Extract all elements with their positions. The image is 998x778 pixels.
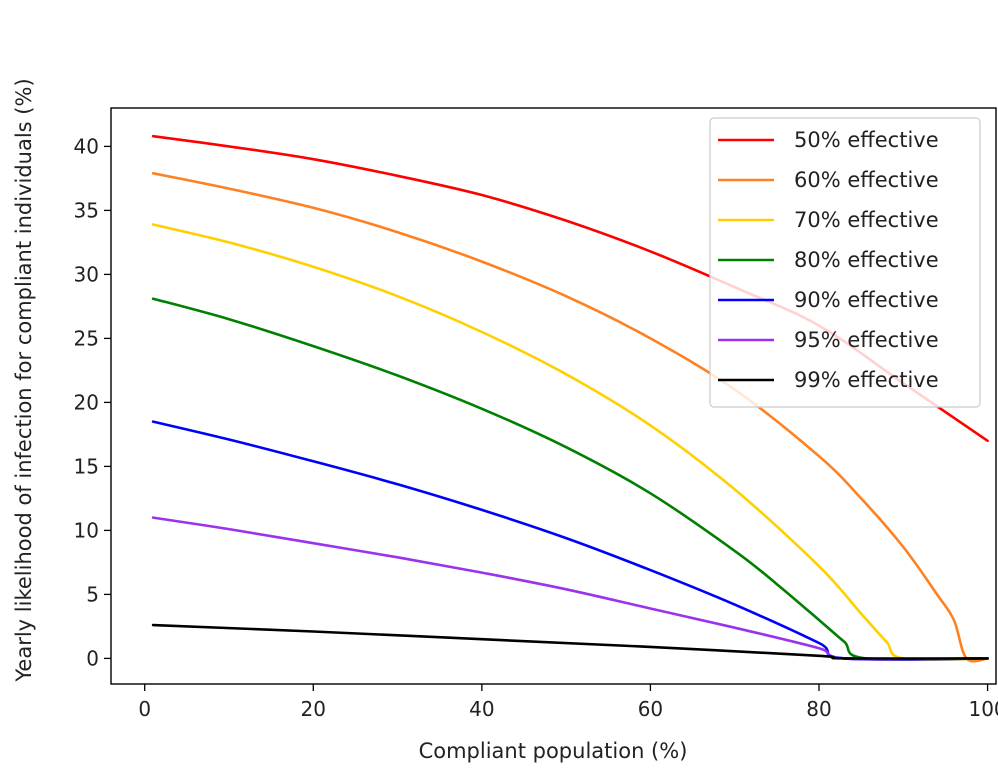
x-tick-label: 80 <box>806 697 831 721</box>
series-line-2 <box>151 172 989 663</box>
legend-label-6: 95% effective <box>794 328 939 352</box>
legend-label-5: 90% effective <box>794 288 939 312</box>
legend: 50% effective 60% effective 70% effective 8… <box>709 117 981 408</box>
legend-label-4: 80% effective <box>794 248 939 272</box>
x-tick-label: 60 <box>638 697 663 721</box>
legend-label-3: 70% effective <box>794 208 939 232</box>
x-tick-label: 0 <box>138 697 151 721</box>
y-tick-label: 40 <box>74 134 99 158</box>
series-line-4 <box>151 297 989 661</box>
y-tick-label: 15 <box>74 454 99 478</box>
series-line-6 <box>151 516 989 661</box>
x-tick-label: 20 <box>301 697 326 721</box>
series-line-5 <box>151 420 989 661</box>
y-tick-label: 5 <box>86 582 99 606</box>
x-axis-ticks: 0 20 40 60 80 100 <box>138 684 998 721</box>
chart-series-group <box>151 134 989 663</box>
y-tick-label: 0 <box>86 646 99 670</box>
x-tick-label: 100 <box>968 697 998 721</box>
legend-label-2: 60% effective <box>794 168 939 192</box>
x-axis-label: Compliant population (%) <box>419 739 688 763</box>
plot-frame <box>110 107 997 685</box>
legend-label-1: 50% effective <box>794 128 939 152</box>
y-tick-label: 35 <box>74 198 99 222</box>
series-line-3 <box>151 223 989 661</box>
y-axis-label: Yearly likelihood of infection for compl… <box>12 78 36 682</box>
y-tick-label: 25 <box>74 326 99 350</box>
legend-box <box>709 117 981 408</box>
legend-label-7: 99% effective <box>794 368 939 392</box>
y-tick-label: 20 <box>74 390 99 414</box>
y-axis-ticks: 0 5 10 15 20 25 30 35 40 <box>74 134 111 670</box>
series-line-7 <box>151 623 989 660</box>
x-tick-label: 40 <box>469 697 494 721</box>
y-tick-label: 30 <box>74 262 99 286</box>
y-tick-label: 10 <box>74 518 99 542</box>
